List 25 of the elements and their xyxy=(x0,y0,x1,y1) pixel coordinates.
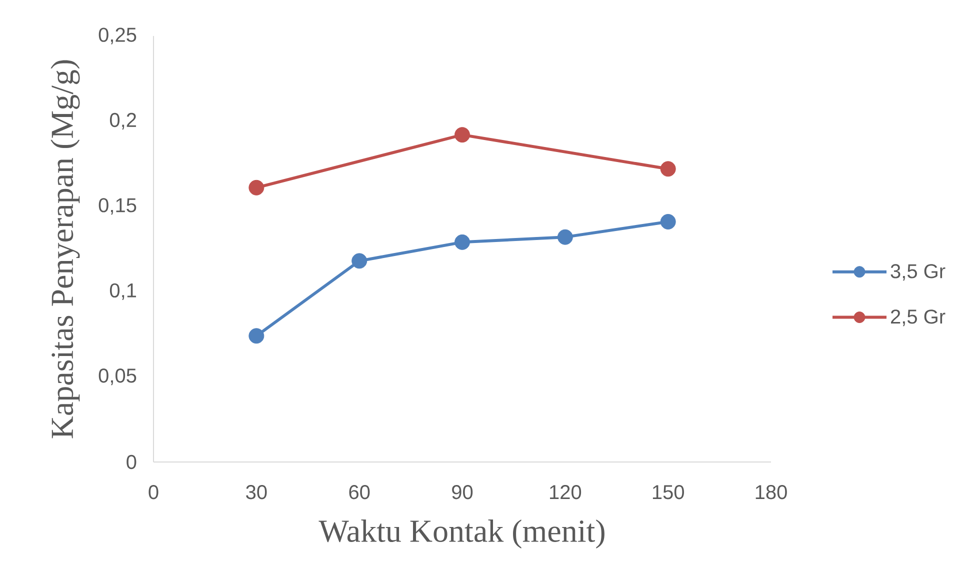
point xyxy=(660,161,676,177)
point xyxy=(248,328,264,344)
x-tick-label: 30 xyxy=(246,485,267,500)
x-axis-title: Waktu Kontak (menit) xyxy=(318,519,604,549)
x-tick-label: 0 xyxy=(148,485,158,500)
x-tick-label: 150 xyxy=(652,485,684,500)
point xyxy=(248,180,264,196)
point xyxy=(454,234,470,250)
x-tick-label: 60 xyxy=(349,485,370,500)
legend-label: 3,5 Gr xyxy=(890,264,946,281)
y-tick-label: 0,05 xyxy=(98,368,136,386)
y-tick-label: 0,1 xyxy=(110,283,136,300)
point xyxy=(454,127,470,143)
y-axis-title: Kapasitas Penyerapan (Mg/g) xyxy=(50,60,80,438)
x-tick-label: 180 xyxy=(756,485,787,500)
point xyxy=(660,214,676,230)
point xyxy=(557,229,573,245)
y-tick-label: 0,15 xyxy=(98,198,136,215)
legend-label: 2,5 Gr xyxy=(891,310,946,326)
point xyxy=(352,253,368,269)
x-tick-label: 120 xyxy=(550,485,582,500)
y-tick-label: 0,25 xyxy=(98,28,136,44)
x-tick-label: 90 xyxy=(452,485,473,500)
y-tick-label: 0 xyxy=(126,454,136,470)
y-tick-label: 0,2 xyxy=(110,112,136,130)
